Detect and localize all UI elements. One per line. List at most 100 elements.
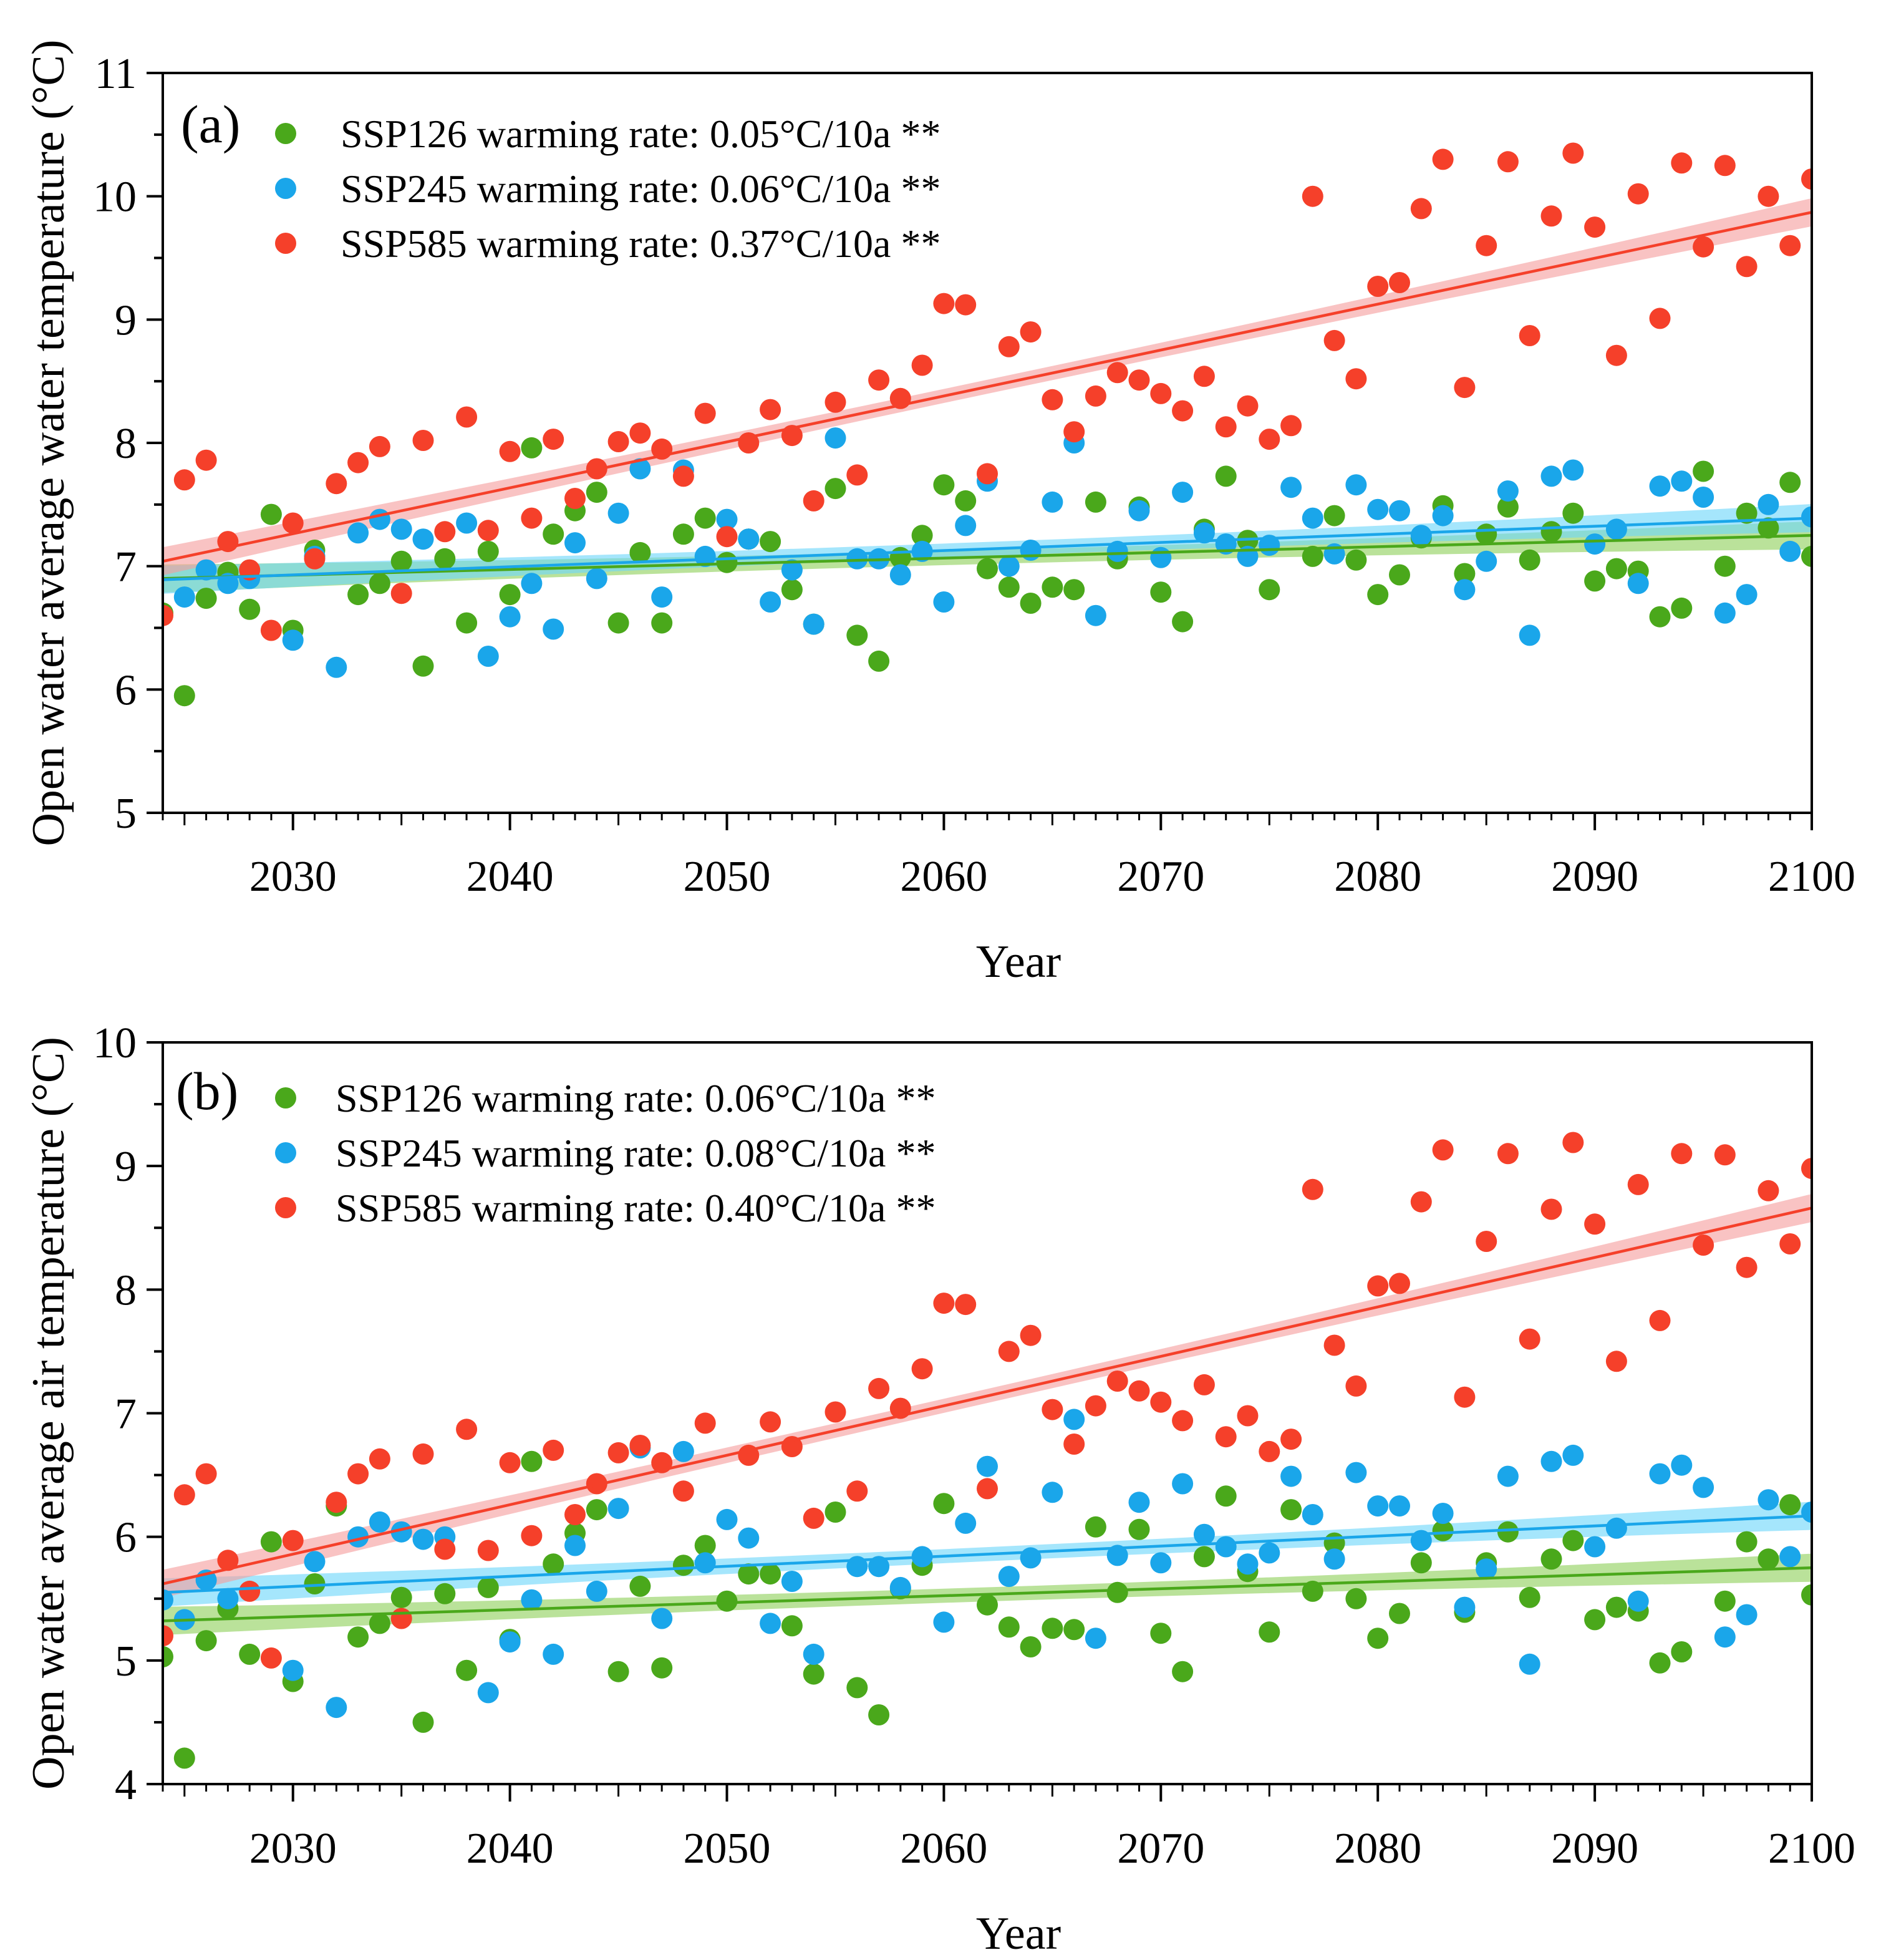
ssp245-point [1085, 1628, 1106, 1649]
ssp126-point [672, 523, 694, 545]
ssp585-point [543, 1439, 564, 1461]
ssp245-point [998, 1566, 1020, 1588]
ssp126-point [1367, 584, 1389, 606]
ssp245-legend-marker [275, 1142, 296, 1163]
ssp126-point [955, 490, 977, 512]
y-tick-label: 8 [115, 420, 137, 468]
ssp126-point [239, 598, 261, 620]
ssp126-point [933, 1493, 955, 1515]
ssp585-point [955, 294, 977, 316]
ssp245-point [781, 1571, 803, 1592]
ssp585-point [163, 604, 173, 626]
ssp585-point [434, 1538, 456, 1560]
ssp245-point [499, 1631, 521, 1653]
ssp245-point [477, 646, 499, 667]
ssp245-point [1367, 1495, 1389, 1517]
ssp245-point [347, 522, 369, 544]
ssp585-point [824, 1401, 846, 1423]
ssp585-point [1367, 1275, 1389, 1297]
ssp585-point [1671, 152, 1693, 174]
ssp585-point [1237, 395, 1259, 417]
ssp585-point [1627, 183, 1649, 205]
ssp585-point [390, 1608, 412, 1629]
ssp245-point [1779, 540, 1801, 562]
ssp126-point [1150, 581, 1172, 603]
ssp585-point [694, 402, 716, 424]
ssp585-point [1259, 429, 1280, 450]
ssp126-point [781, 1615, 803, 1637]
ssp245-point [1497, 480, 1519, 502]
ssp245-point [1562, 459, 1584, 481]
ssp126-point [260, 1531, 282, 1553]
ssp585-point [1020, 321, 1042, 343]
ssp245-point [217, 1588, 239, 1609]
ssp245-point [1497, 1465, 1519, 1487]
ssp585-point [998, 1341, 1020, 1362]
ssp245-point [1519, 1653, 1540, 1675]
ssp245-point [1758, 1489, 1779, 1511]
ssp245-point [1193, 522, 1215, 544]
ssp126-point [868, 650, 890, 672]
ssp585-point [173, 1484, 195, 1506]
ssp245-point [369, 1511, 390, 1533]
ssp245-point [760, 591, 781, 613]
ssp585-point [1476, 1231, 1497, 1252]
ssp245-point [390, 518, 412, 540]
ssp126-point [1367, 1628, 1389, 1649]
ssp585-point [456, 406, 478, 428]
ssp585-point [1280, 415, 1302, 437]
y-tick-label: 5 [115, 790, 137, 838]
ssp245-point [163, 1589, 173, 1611]
x-tick-label: 2100 [1768, 853, 1855, 901]
ssp585-point [1540, 205, 1562, 227]
ssp585-legend-marker [275, 1197, 296, 1218]
ssp585-point [1801, 1158, 1812, 1180]
ssp585-point [326, 1492, 347, 1513]
ssp126-point [998, 1616, 1020, 1638]
ssp585-point [1367, 276, 1389, 297]
ssp245-legend-label: SSP245 warming rate: 0.06°C/10a ** [341, 167, 940, 211]
ssp126-point [1345, 549, 1367, 571]
y-tick-label: 9 [115, 296, 137, 344]
ssp126-point [390, 1586, 412, 1608]
ssp126-point [412, 655, 434, 677]
ssp245-point [1106, 540, 1128, 562]
ssp126-point [1736, 502, 1758, 524]
ssp245-point [889, 564, 911, 586]
ssp585-point [347, 452, 369, 473]
ssp126-point [586, 482, 607, 503]
ssp585-point [1389, 1273, 1410, 1294]
ssp126-trend-line [163, 534, 1812, 580]
y-tick-label: 6 [115, 666, 137, 714]
ssp245-point [1519, 624, 1540, 646]
x-tick-label: 2040 [467, 1825, 554, 1873]
ssp585-point [347, 1463, 369, 1485]
ssp245-point [868, 1556, 890, 1578]
y-tick-label: 11 [95, 50, 137, 98]
ssp126-point [304, 1573, 326, 1594]
ssp585-point [195, 1463, 217, 1485]
x-tick-label: 2100 [1768, 1825, 1855, 1873]
panel-label: (a) [181, 94, 240, 154]
ssp126-point [933, 474, 955, 496]
ssp126-point [456, 612, 478, 634]
ssp245-point [1042, 491, 1063, 513]
ssp126-point [1389, 1603, 1410, 1624]
ssp245-point [977, 1455, 998, 1477]
ssp126-point [1671, 1641, 1693, 1662]
ssp126-point [1302, 545, 1323, 567]
ssp585-point [1323, 1334, 1345, 1356]
ssp245-point [738, 528, 760, 550]
ssp585-point [1302, 1178, 1323, 1200]
ssp245-point [412, 528, 434, 550]
ssp585-point [1584, 1213, 1606, 1235]
y-tick-label: 5 [115, 1637, 137, 1686]
ssp245-point [1237, 1553, 1259, 1575]
ssp245-point [1627, 1590, 1649, 1612]
ssp126-point [412, 1711, 434, 1733]
ssp585-point [1627, 1173, 1649, 1195]
ssp585-points [163, 1132, 1812, 1669]
ssp585-point [803, 1507, 824, 1529]
ssp245-point [1302, 507, 1323, 529]
ssp245-point [521, 1589, 543, 1611]
